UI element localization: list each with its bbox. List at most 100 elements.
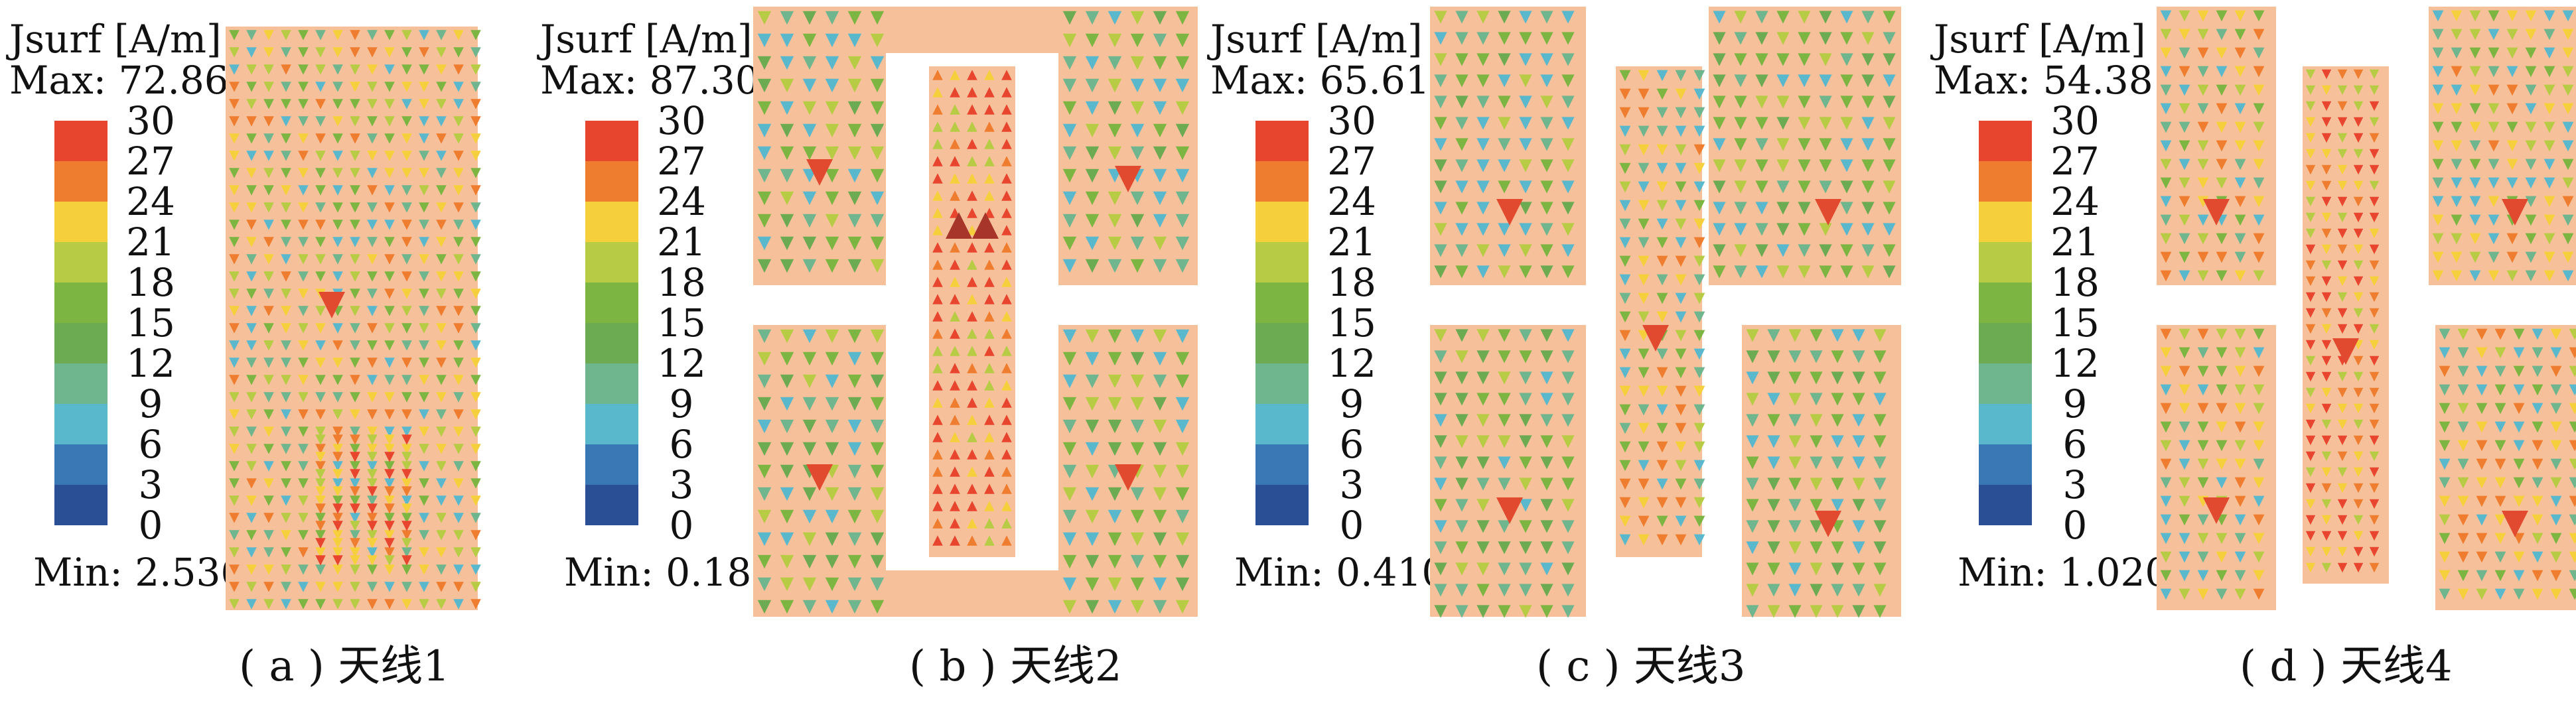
scale-tick-label: 27 xyxy=(1327,139,1376,184)
current-arrow xyxy=(1498,223,1511,236)
scale-swatch xyxy=(54,161,107,202)
current-arrow xyxy=(1476,584,1490,597)
current-arrow xyxy=(2253,121,2265,133)
current-arrow xyxy=(825,329,839,344)
current-arrow xyxy=(2532,551,2543,563)
current-arrow xyxy=(2543,177,2555,189)
current-arrow xyxy=(967,501,977,511)
current-arrow xyxy=(2532,328,2543,340)
current-arrow xyxy=(1519,11,1532,24)
current-arrow xyxy=(2216,29,2228,40)
current-arrow xyxy=(1175,509,1190,524)
current-arrow xyxy=(246,564,257,575)
current-arrow xyxy=(1519,117,1532,130)
scale-swatch xyxy=(1979,363,2032,404)
current-arrow xyxy=(2337,467,2348,478)
current-arrow xyxy=(419,289,429,299)
current-arrow xyxy=(298,133,309,144)
current-arrow xyxy=(1476,53,1490,66)
current-arrow xyxy=(1434,478,1447,491)
current-arrow xyxy=(315,486,326,497)
current-arrow xyxy=(2494,403,2506,415)
current-arrow xyxy=(419,30,429,40)
current-arrow xyxy=(1861,96,1875,109)
current-arrow xyxy=(332,133,343,144)
current-arrow xyxy=(1675,348,1687,360)
current-arrow xyxy=(847,532,862,546)
current-arrow xyxy=(229,530,240,541)
current-arrow xyxy=(315,599,326,610)
current-arrow xyxy=(1001,432,1012,442)
current-arrow xyxy=(350,582,360,592)
current-arrow xyxy=(2562,121,2574,133)
current-arrow xyxy=(1746,414,1759,427)
current-arrow xyxy=(419,444,429,454)
current-arrow xyxy=(757,101,772,115)
current-arrow xyxy=(367,486,378,497)
current-arrow xyxy=(384,82,395,92)
current-arrow xyxy=(419,306,429,316)
current-arrow xyxy=(229,237,240,247)
current-arrow xyxy=(1062,123,1077,138)
current-arrow xyxy=(1638,88,1650,100)
current-arrow xyxy=(350,434,360,445)
current-arrow xyxy=(1085,123,1100,138)
current-arrow xyxy=(2543,10,2555,22)
current-arrow xyxy=(2550,347,2562,359)
current-arrow xyxy=(246,82,257,92)
current-arrow xyxy=(2179,140,2190,152)
current-arrow xyxy=(298,495,309,506)
current-arrow xyxy=(932,225,943,235)
current-arrow xyxy=(1476,435,1490,448)
main-current-arrow xyxy=(806,464,833,491)
current-arrow xyxy=(1852,541,1865,554)
current-arrow xyxy=(332,452,343,462)
current-arrow xyxy=(401,469,412,480)
current-arrow xyxy=(1767,541,1780,554)
current-arrow xyxy=(1130,56,1145,70)
current-arrow xyxy=(802,259,817,273)
current-arrow xyxy=(436,409,447,420)
current-arrow xyxy=(263,409,274,420)
current-arrow xyxy=(2179,533,2190,545)
current-arrow xyxy=(1519,478,1532,491)
current-arrow xyxy=(2337,562,2348,573)
current-arrow xyxy=(2532,440,2543,452)
scale-swatch xyxy=(1255,202,1309,242)
current-arrow xyxy=(1788,371,1802,385)
current-arrow xyxy=(2216,121,2228,133)
current-arrow xyxy=(2179,458,2190,470)
scale-tick-label: 18 xyxy=(657,260,706,305)
current-arrow xyxy=(2321,371,2332,382)
current-arrow xyxy=(384,133,395,144)
current-arrow xyxy=(229,547,240,558)
current-arrow xyxy=(367,564,378,575)
current-arrow xyxy=(984,190,995,201)
current-arrow xyxy=(246,168,257,178)
current-arrow xyxy=(1130,397,1145,411)
current-arrow xyxy=(1108,146,1122,161)
current-arrow xyxy=(950,328,960,339)
current-arrow xyxy=(802,374,817,389)
current-arrow xyxy=(1638,125,1650,137)
current-arrow xyxy=(453,133,464,144)
current-arrow xyxy=(1713,32,1726,45)
current-arrow xyxy=(2569,477,2576,489)
current-arrow xyxy=(2234,103,2246,115)
current-arrow xyxy=(1476,32,1490,45)
current-arrow xyxy=(984,346,995,356)
current-arrow xyxy=(1540,414,1553,427)
current-arrow xyxy=(263,599,274,610)
current-arrow xyxy=(1062,146,1077,161)
current-arrow xyxy=(2216,103,2228,115)
current-arrow xyxy=(315,357,326,368)
current-arrow xyxy=(1619,478,1631,490)
current-arrow xyxy=(1798,117,1811,130)
current-arrow xyxy=(2353,531,2364,541)
current-arrow xyxy=(263,82,274,92)
current-arrow xyxy=(984,483,995,494)
current-arrow xyxy=(1561,96,1575,109)
current-arrow xyxy=(2305,467,2316,478)
current-arrow xyxy=(1713,117,1726,130)
current-arrow xyxy=(2469,233,2481,245)
